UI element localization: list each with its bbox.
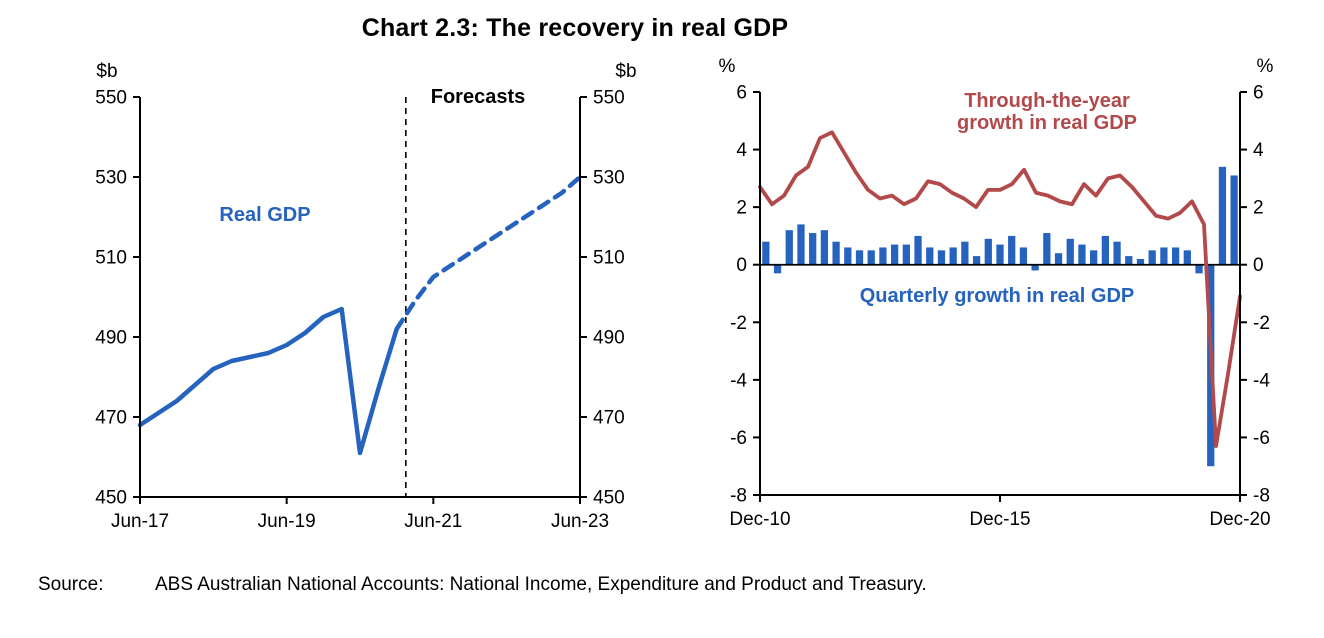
y-tick-label: -2 <box>730 313 747 334</box>
quarterly-growth-bar <box>1136 258 1145 265</box>
axis-unit-right: $b <box>615 61 636 82</box>
source-text: ABS Australian National Accounts: Nation… <box>155 574 927 595</box>
gdp-growth-chart: -8 -8 -6 -6 -4 -4 -2 -2 0 0 2 2 4 4 6 6 Dec-10 Dec-15 Dec-… <box>719 56 1274 530</box>
axis-unit-right: % <box>1257 56 1274 77</box>
through-the-year-growth-label-line1: Through-the-year <box>964 90 1130 112</box>
quarterly-growth-bar <box>937 250 946 265</box>
quarterly-growth-bar <box>949 247 957 265</box>
quarterly-growth-bar <box>1160 247 1168 265</box>
y-tick-label: -8 <box>730 486 747 507</box>
y-tick-label: 550 <box>593 88 625 109</box>
quarterly-growth-bar <box>785 230 793 265</box>
quarterly-growth-bar <box>1066 238 1074 265</box>
y-tick-label: -2 <box>1253 313 1270 334</box>
quarterly-growth-bar <box>1090 250 1098 265</box>
axis-unit-left: $b <box>96 61 117 82</box>
quarterly-growth-bar <box>762 241 770 265</box>
quarterly-growth-bar <box>832 241 840 265</box>
y-tick-label: 6 <box>736 83 747 104</box>
quarterly-growth-bar <box>1101 235 1109 265</box>
quarterly-growth-bar <box>1230 175 1238 265</box>
x-tick-label: Jun-21 <box>404 511 462 532</box>
quarterly-growth-bar <box>1218 166 1227 265</box>
y-tick-label: 2 <box>736 198 747 219</box>
quarterly-growth-bar <box>984 238 992 265</box>
x-tick-label: Dec-15 <box>969 509 1030 530</box>
source-label: Source: <box>38 574 104 595</box>
quarterly-growth-bar <box>867 250 875 265</box>
quarterly-growth-bar <box>1195 264 1203 274</box>
quarterly-growth-bar <box>797 224 805 265</box>
y-tick-label: 4 <box>736 140 747 161</box>
quarterly-growth-bar <box>996 244 1004 265</box>
quarterly-growth-bar <box>961 241 969 265</box>
x-tick-label: Jun-19 <box>258 511 316 532</box>
y-tick-label: -6 <box>730 428 747 449</box>
x-tick-label: Jun-17 <box>111 511 169 532</box>
forecasts-label: Forecasts <box>430 86 526 108</box>
quarterly-growth-bar <box>1043 233 1051 265</box>
y-tick-label: 2 <box>1253 198 1264 219</box>
y-tick-label: 510 <box>593 248 625 269</box>
chart-title: Chart 2.3: The recovery in real GDP <box>361 14 789 42</box>
quarterly-growth-bar <box>1113 241 1121 265</box>
y-tick-label: 550 <box>95 88 127 109</box>
source-line: Source: ABS Australian National Accounts:… <box>38 574 927 596</box>
axis-unit-left: % <box>719 56 736 77</box>
through-the-year-growth-line <box>758 130 1242 448</box>
y-tick-label: -4 <box>730 370 747 391</box>
quarterly-growth-bar <box>902 244 910 265</box>
through-the-year-growth-label-line2: growth in real GDP <box>956 112 1138 134</box>
quarterly-growth-bar <box>855 250 864 265</box>
y-tick-label: 450 <box>593 488 625 509</box>
quarterly-growth-bar <box>809 233 817 265</box>
quarterly-growth-bar <box>820 230 829 265</box>
y-tick-label: 510 <box>95 248 127 269</box>
quarterly-growth-bar <box>1078 244 1086 265</box>
quarterly-growth-bar <box>1019 247 1028 265</box>
quarterly-growth-bar <box>844 247 852 265</box>
y-tick-label: 470 <box>593 408 625 429</box>
through-the-year-growth-label: Through-the-year growth in real GDP <box>912 90 1182 134</box>
y-tick-label: 530 <box>593 168 625 189</box>
y-tick-label: -6 <box>1253 428 1270 449</box>
x-tick-label: Jun-23 <box>551 511 609 532</box>
quarterly-growth-bar <box>926 247 934 265</box>
quarterly-growth-bar <box>1054 253 1063 265</box>
quarterly-growth-bar <box>1008 235 1016 265</box>
quarterly-growth-bar <box>914 235 922 265</box>
y-tick-label: 490 <box>95 328 127 349</box>
real-gdp-level-chart: 450 450 470 470 490 490 510 510 530 530 550 550 Jun-… <box>95 61 636 532</box>
y-tick-label: 450 <box>95 488 127 509</box>
quarterly-growth-bar <box>891 244 899 265</box>
quarterly-growth-bar <box>1183 250 1191 265</box>
y-tick-label: 490 <box>593 328 625 349</box>
y-tick-label: -8 <box>1253 486 1270 507</box>
y-tick-label: 0 <box>1253 255 1264 276</box>
real-gdp-forecast-line <box>394 174 583 332</box>
real-gdp-history-line <box>137 306 399 456</box>
quarterly-growth-bar <box>1031 264 1039 271</box>
quarterly-growth-bar <box>1148 250 1156 265</box>
y-tick-label: 470 <box>95 408 127 429</box>
quarterly-growth-bar <box>972 256 981 265</box>
y-tick-label: -4 <box>1253 370 1270 391</box>
quarterly-growth-bar <box>773 264 782 274</box>
y-tick-label: 6 <box>1253 83 1264 104</box>
x-tick-label: Dec-10 <box>729 509 790 530</box>
quarterly-growth-label: Quarterly growth in real GDP <box>859 285 1135 307</box>
quarterly-growth-bar <box>1171 247 1180 265</box>
y-tick-label: 530 <box>95 168 127 189</box>
y-tick-label: 0 <box>736 255 747 276</box>
quarterly-growth-bar <box>879 247 887 265</box>
quarterly-growth-bar <box>1125 256 1133 265</box>
real-gdp-series-label: Real GDP <box>219 204 311 226</box>
y-tick-label: 4 <box>1253 140 1264 161</box>
x-tick-label: Dec-20 <box>1209 509 1270 530</box>
